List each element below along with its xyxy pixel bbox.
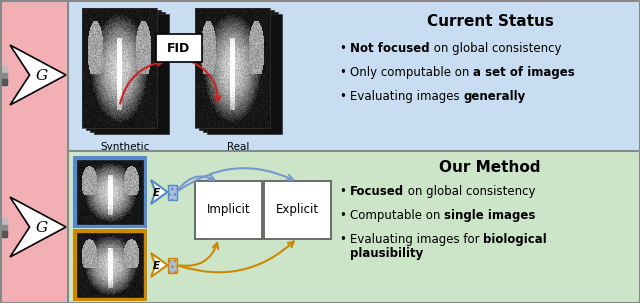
Text: •: • — [340, 185, 346, 198]
Text: Only computable on: Only computable on — [350, 66, 473, 79]
Bar — [0, 79, 7, 85]
Bar — [0, 0, 68, 303]
Text: •: • — [340, 209, 346, 222]
Polygon shape — [10, 45, 66, 105]
FancyBboxPatch shape — [195, 181, 262, 239]
Bar — [82, 8, 157, 128]
Text: E: E — [153, 188, 160, 198]
Polygon shape — [151, 253, 168, 277]
Bar — [0, 218, 7, 224]
Bar — [168, 185, 177, 199]
Text: biological: biological — [483, 233, 547, 246]
Text: Computable on: Computable on — [350, 209, 444, 222]
Text: G: G — [36, 221, 48, 235]
Bar — [0, 225, 7, 230]
Bar — [195, 8, 270, 128]
Text: single images: single images — [444, 209, 536, 222]
FancyBboxPatch shape — [264, 181, 331, 239]
Polygon shape — [151, 180, 168, 204]
Text: Evaluating images for: Evaluating images for — [350, 233, 483, 246]
Text: G: G — [36, 69, 48, 83]
Text: generally: generally — [463, 90, 525, 103]
Text: on global consistency: on global consistency — [429, 42, 561, 55]
Bar — [68, 151, 640, 303]
Text: Not focused: Not focused — [350, 42, 429, 55]
Text: •: • — [340, 66, 346, 79]
Bar — [207, 14, 282, 134]
Text: Focused: Focused — [350, 185, 404, 198]
Text: E: E — [153, 261, 160, 271]
Bar — [68, 0, 640, 151]
Text: Evaluating images: Evaluating images — [350, 90, 463, 103]
Bar — [168, 258, 177, 272]
Polygon shape — [10, 197, 66, 257]
Text: Current Status: Current Status — [427, 14, 554, 29]
Text: •: • — [340, 233, 346, 246]
Bar — [90, 12, 165, 132]
FancyBboxPatch shape — [156, 34, 202, 62]
Text: a set of images: a set of images — [473, 66, 575, 79]
Bar — [199, 10, 274, 130]
Text: Real: Real — [227, 142, 250, 152]
Text: Implicit: Implicit — [207, 204, 250, 217]
Bar — [203, 12, 278, 132]
Text: Explicit: Explicit — [276, 204, 319, 217]
Text: plausibility: plausibility — [350, 247, 423, 260]
Bar — [0, 231, 7, 237]
Text: FID: FID — [168, 42, 191, 55]
Bar — [86, 10, 161, 130]
Bar — [76, 159, 144, 225]
Text: •: • — [340, 90, 346, 103]
Bar — [0, 72, 7, 78]
Bar — [73, 156, 147, 228]
Text: Synthetic: Synthetic — [101, 142, 150, 152]
Bar — [73, 229, 147, 301]
Text: Our Method: Our Method — [439, 160, 541, 175]
Text: on global consistency: on global consistency — [404, 185, 536, 198]
Bar — [76, 232, 144, 298]
Text: •: • — [340, 42, 346, 55]
Bar — [0, 66, 7, 72]
Bar — [94, 14, 169, 134]
